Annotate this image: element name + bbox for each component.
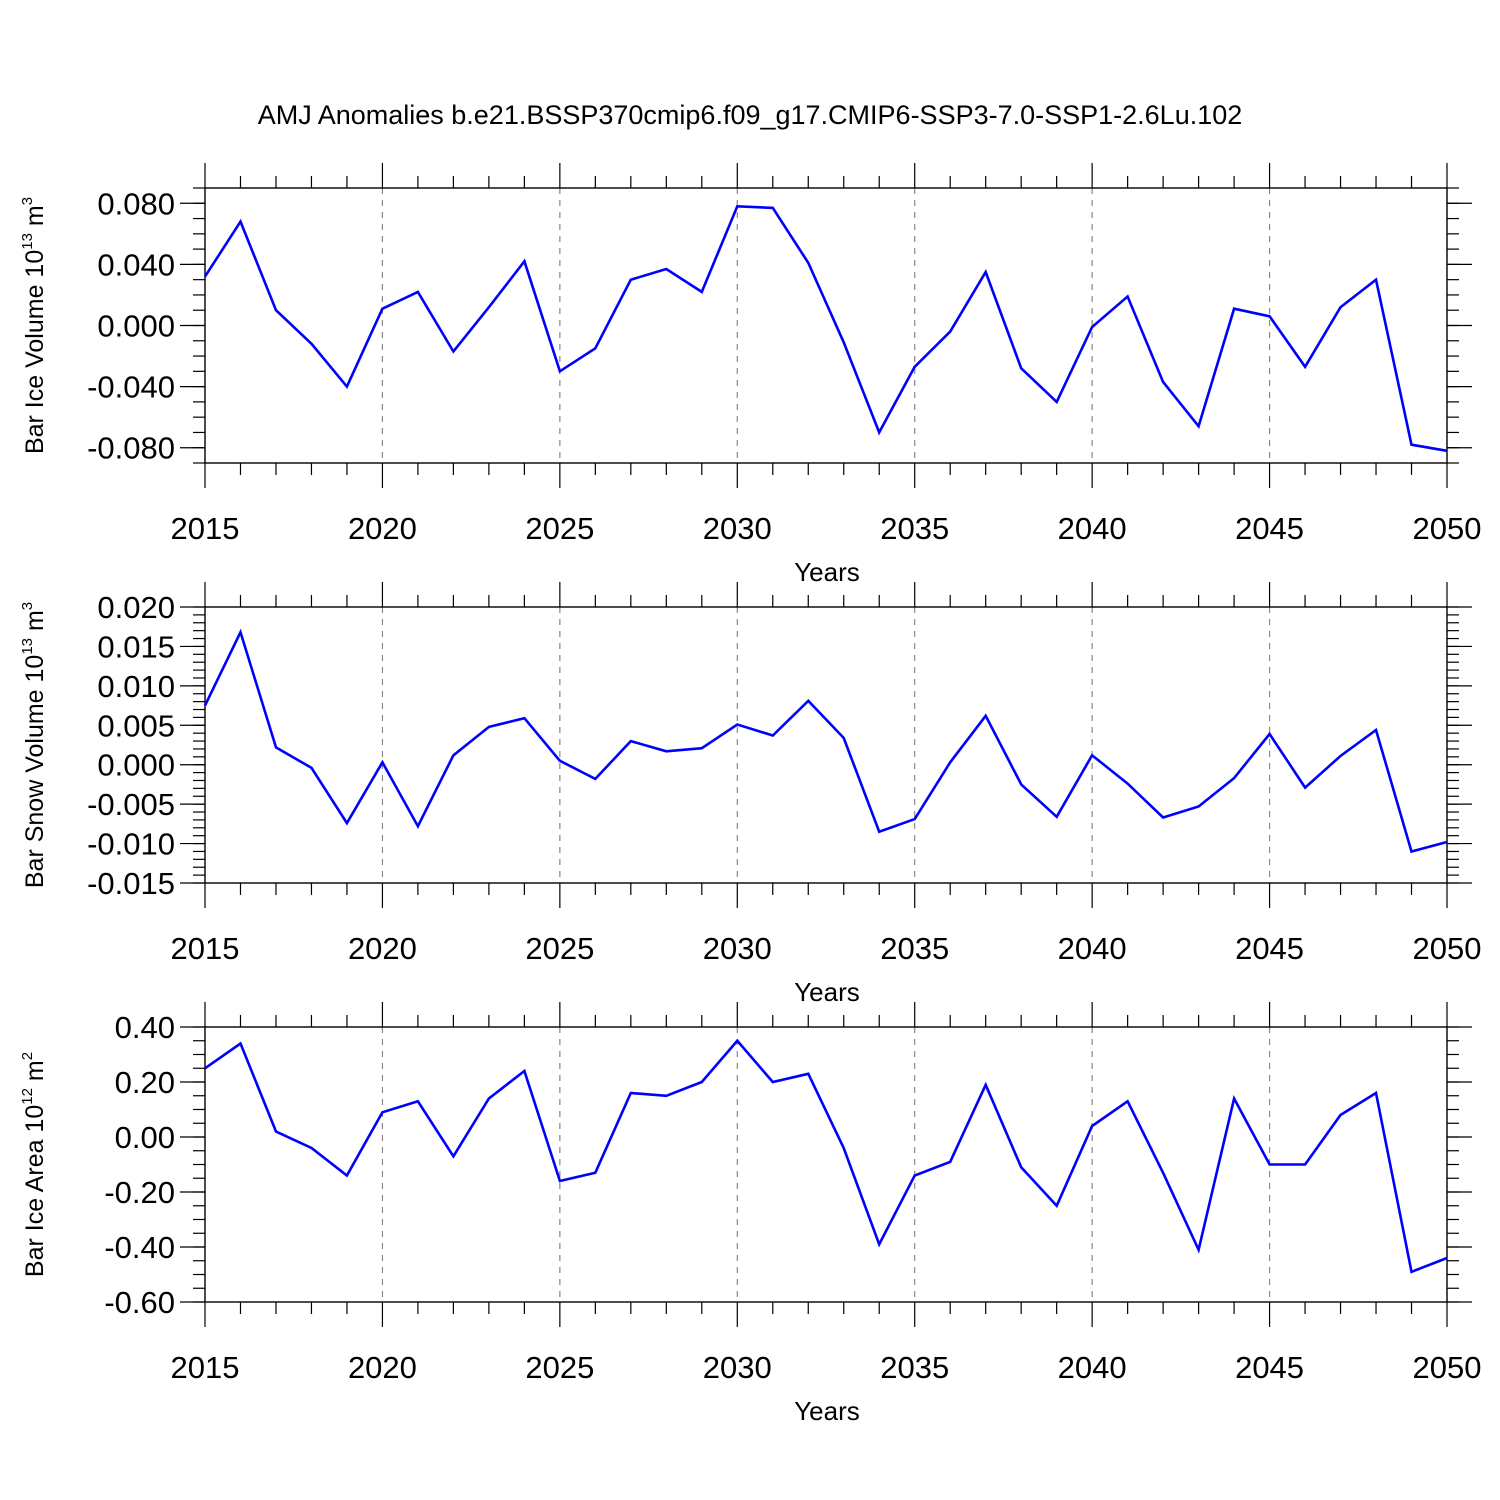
y-axis-label-exponent: 12: [19, 1088, 36, 1105]
x-tick-label: 2040: [1058, 931, 1127, 966]
y-axis-label-exponent: 13: [19, 233, 36, 250]
y-axis-label-base: Bar Snow Volume 10: [21, 655, 49, 888]
y-tick-label: 0.000: [97, 309, 175, 344]
x-tick-label: 2030: [703, 511, 772, 546]
x-tick-label: 2035: [880, 511, 949, 546]
y-axis-label: Bar Ice Area 1012 m2: [19, 1052, 49, 1277]
series-line: [204, 1038, 1448, 1274]
y-tick-label: -0.005: [87, 787, 175, 822]
y-tick-label: -0.080: [87, 431, 175, 466]
panels: -0.080 -0.040 0.000 0.040 0.080 2015 2020 2025 2…: [19, 163, 1481, 1426]
x-tick-label: 2025: [525, 511, 594, 546]
x-tick-label: 2020: [348, 931, 417, 966]
plot-frame: [204, 606, 1448, 884]
x-tick-label: 2050: [1413, 1350, 1482, 1385]
y-axis-label-unit: m: [21, 610, 49, 638]
x-tick-label: 2030: [703, 931, 772, 966]
y-axis-label-exponent: 13: [19, 638, 36, 655]
panel-3: -0.60 -0.40 -0.20 0.00 0.20 0.40 2015 2020 2025 2…: [19, 1002, 1481, 1426]
panel-1: -0.080 -0.040 0.000 0.040 0.080 2015 2020 2025 2…: [19, 163, 1481, 587]
x-tick-label: 2040: [1058, 511, 1127, 546]
y-tick-label: 0.00: [115, 1120, 175, 1155]
x-tick-label: 2030: [703, 1350, 772, 1385]
y-axis-label-unit-exponent: 2: [19, 1052, 36, 1060]
x-tick-label: 2035: [880, 931, 949, 966]
y-axis-label: Bar Ice Volume 1013 m3: [19, 197, 49, 454]
x-tick-label: 2015: [171, 1350, 240, 1385]
y-tick-label: -0.60: [104, 1285, 175, 1320]
y-tick-label: -0.40: [104, 1230, 175, 1265]
y-tick-label: 0.080: [97, 186, 175, 221]
x-axis-label: Years: [794, 1396, 860, 1426]
x-tick-label: 2045: [1235, 931, 1304, 966]
series-line: [203, 628, 1448, 854]
y-axis-label-unit-exponent: 3: [19, 197, 36, 205]
x-tick-label: 2050: [1413, 511, 1482, 546]
y-axis-label-base: Bar Ice Area 10: [21, 1105, 49, 1277]
y-axis-label-unit: m: [21, 205, 49, 233]
x-tick-label: 2020: [348, 1350, 417, 1385]
y-axis-label-unit: m: [21, 1060, 49, 1088]
y-axis-label-unit-exponent: 3: [19, 602, 36, 610]
y-tick-label: 0.020: [97, 590, 175, 625]
y-tick-label: 0.010: [97, 669, 175, 704]
x-axis-label: Years: [794, 977, 860, 1007]
y-tick-label: 0.040: [97, 247, 175, 282]
x-tick-label: 2050: [1413, 931, 1482, 966]
x-tick-label: 2015: [171, 931, 240, 966]
y-tick-label: -0.015: [87, 866, 175, 901]
x-tick-label: 2045: [1235, 511, 1304, 546]
x-tick-label: 2015: [171, 511, 240, 546]
figure-title: AMJ Anomalies b.e21.BSSP370cmip6.f09_g17…: [258, 100, 1243, 130]
y-tick-label: 0.000: [97, 748, 175, 783]
y-tick-label: 0.20: [115, 1065, 175, 1100]
panel-2: -0.015 -0.010 -0.005 0.000 0.005 0.010 0.015 0.…: [19, 582, 1481, 1007]
plot-frame: [204, 187, 1448, 464]
x-tick-label: 2040: [1058, 1350, 1127, 1385]
x-tick-label: 2020: [348, 511, 417, 546]
x-tick-label: 2035: [880, 1350, 949, 1385]
x-tick-label: 2025: [525, 931, 594, 966]
plot-frame: [204, 1026, 1448, 1303]
series-line: [203, 204, 1448, 453]
y-tick-label: -0.040: [87, 370, 175, 405]
y-axis-label: Bar Snow Volume 1013 m3: [19, 602, 49, 888]
y-tick-label: -0.010: [87, 827, 175, 862]
y-tick-label: 0.40: [115, 1010, 175, 1045]
y-tick-label: 0.015: [97, 629, 175, 664]
y-tick-label: 0.005: [97, 708, 175, 743]
y-tick-label: -0.20: [104, 1175, 175, 1210]
y-axis-label-base: Bar Ice Volume 10: [21, 250, 49, 454]
x-tick-label: 2045: [1235, 1350, 1304, 1385]
x-axis-label: Years: [794, 557, 860, 587]
x-tick-label: 2025: [525, 1350, 594, 1385]
